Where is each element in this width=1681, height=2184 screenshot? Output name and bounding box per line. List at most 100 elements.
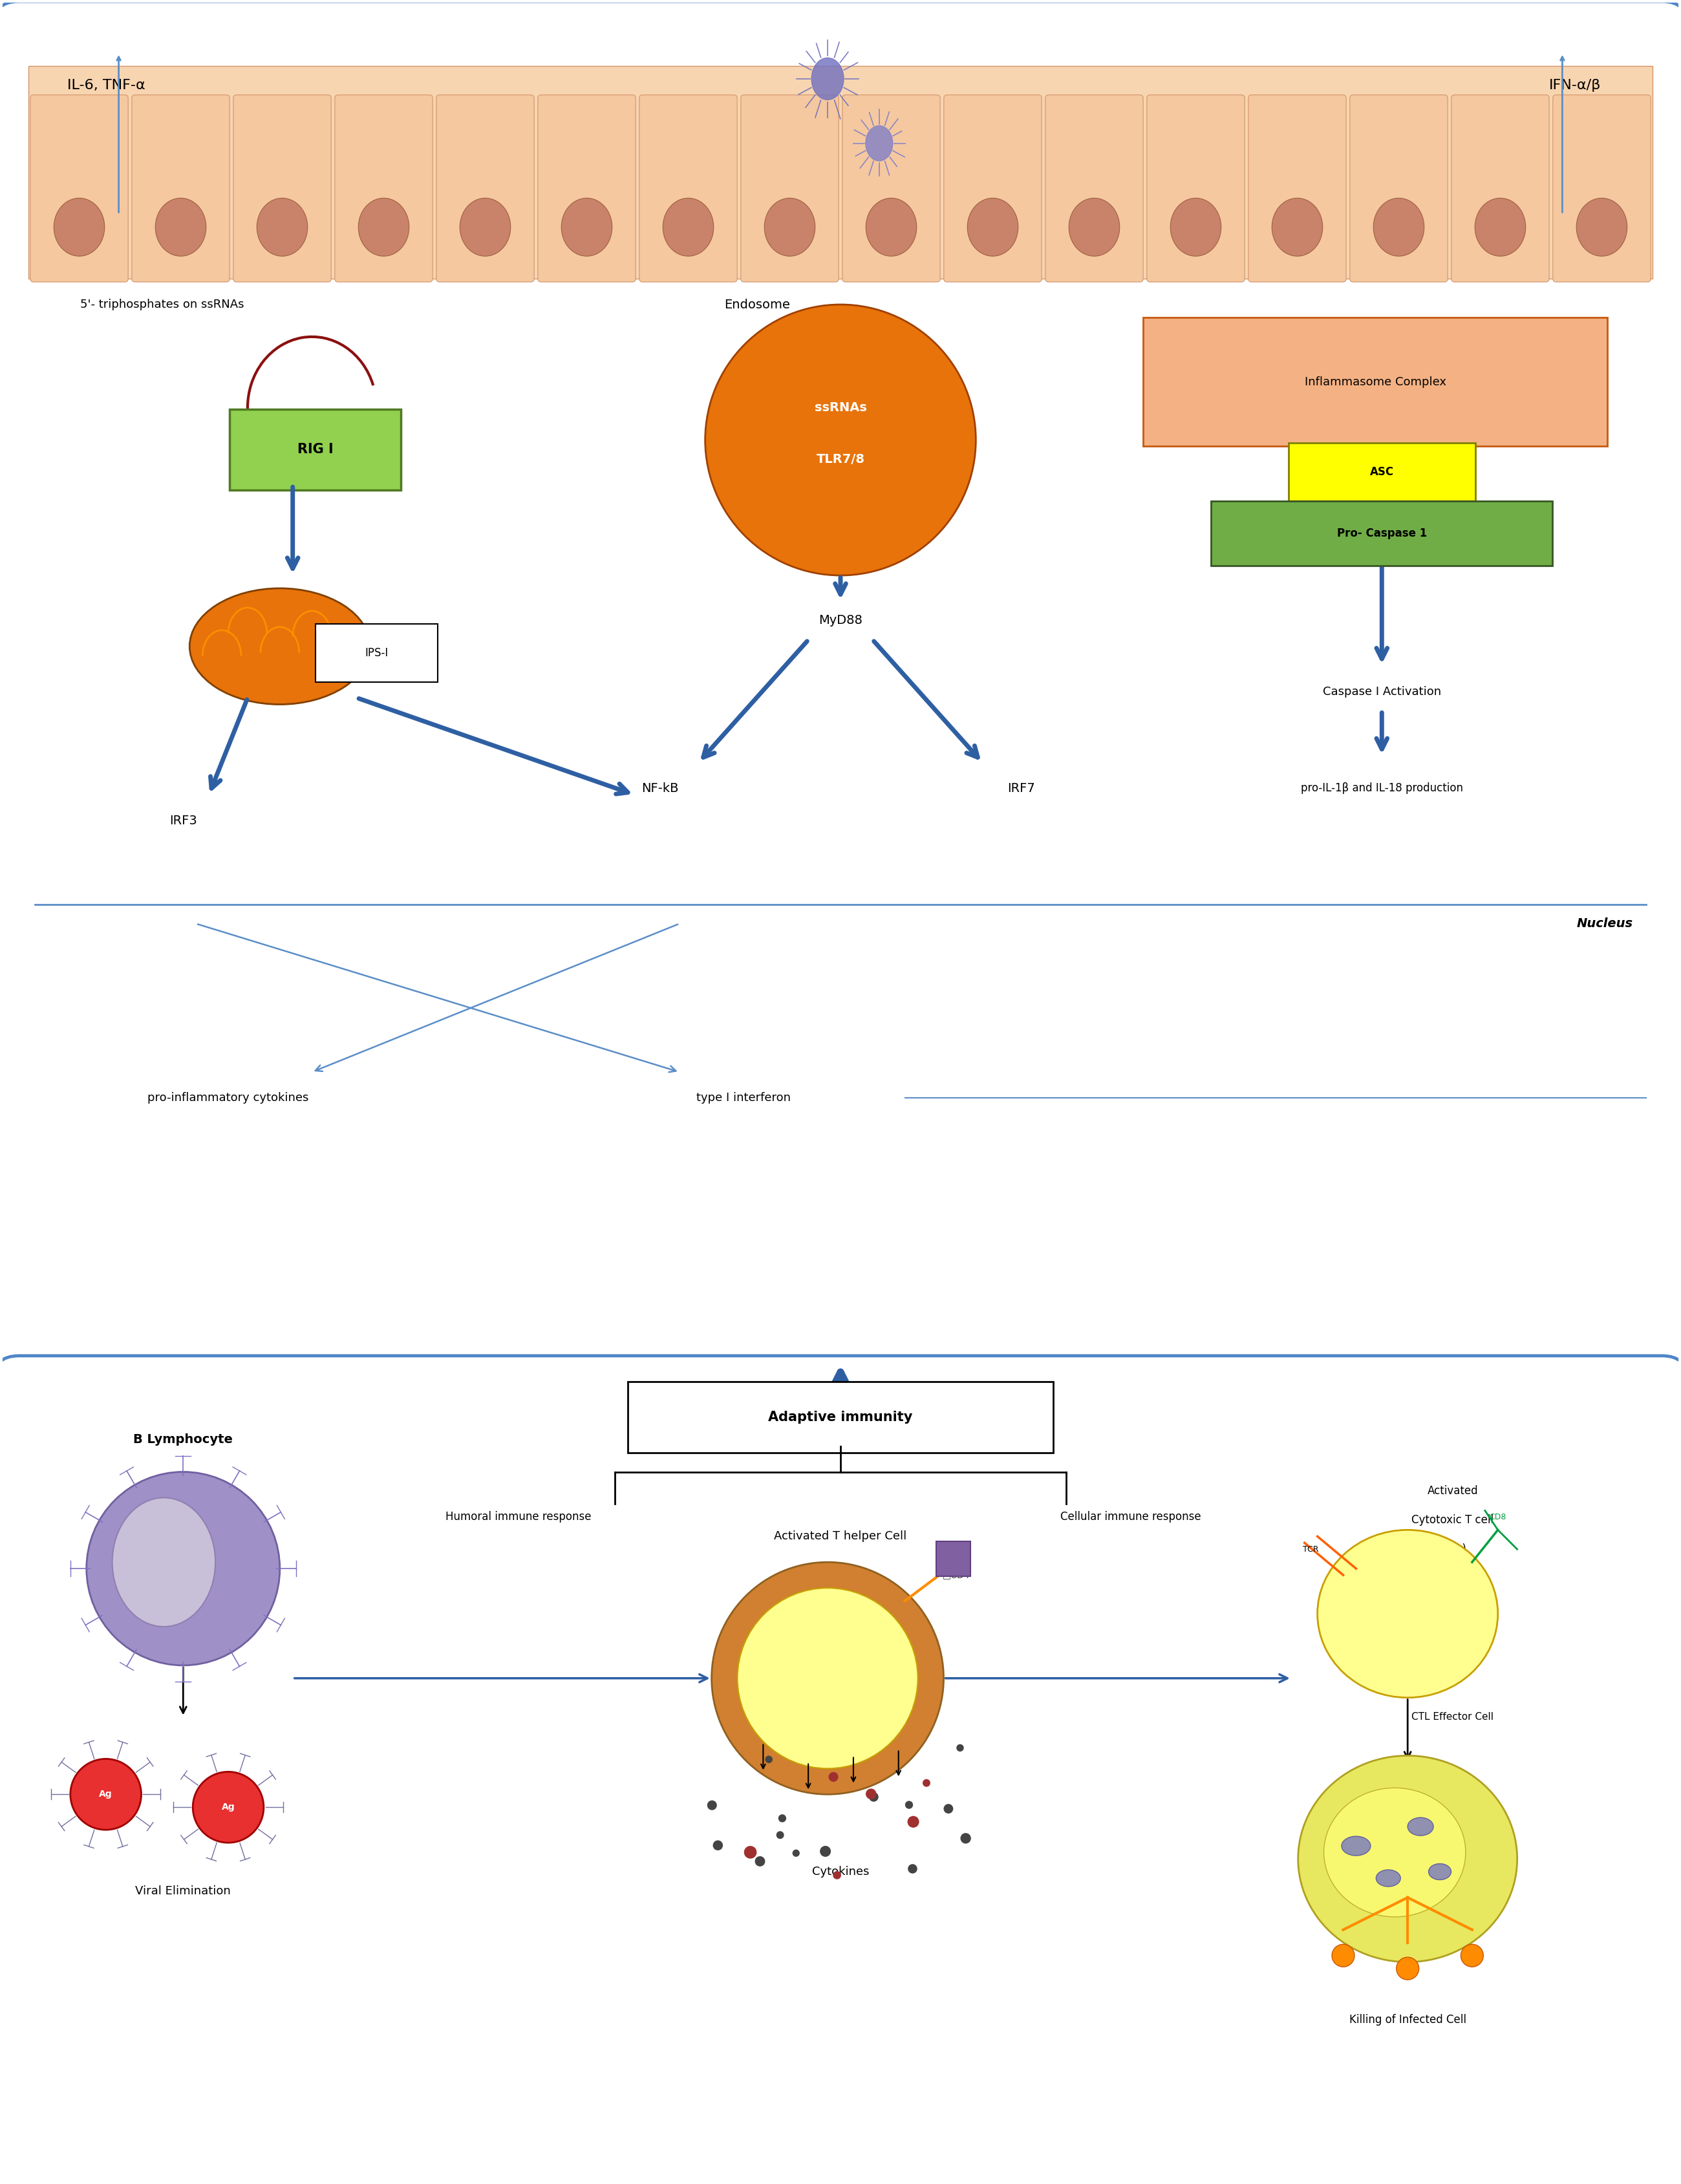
Ellipse shape: [71, 1758, 141, 1830]
Ellipse shape: [778, 1815, 787, 1821]
Ellipse shape: [923, 1780, 930, 1787]
Ellipse shape: [1577, 199, 1627, 256]
FancyBboxPatch shape: [316, 625, 437, 681]
Ellipse shape: [738, 1588, 918, 1769]
Text: □CD4: □CD4: [943, 1570, 970, 1579]
Text: Humoral immune response: Humoral immune response: [445, 1511, 592, 1522]
Ellipse shape: [866, 199, 916, 256]
Ellipse shape: [943, 1804, 953, 1813]
Ellipse shape: [777, 1830, 783, 1839]
Ellipse shape: [461, 199, 511, 256]
Text: pro-IL-1β and IL-18 production: pro-IL-1β and IL-18 production: [1301, 782, 1462, 795]
FancyBboxPatch shape: [1553, 94, 1651, 282]
Ellipse shape: [792, 1850, 800, 1856]
Text: TCR: TCR: [1303, 1544, 1320, 1553]
Ellipse shape: [193, 1771, 264, 1843]
Ellipse shape: [713, 1841, 723, 1850]
Ellipse shape: [832, 1872, 840, 1878]
Text: type I interferon: type I interferon: [696, 1092, 792, 1103]
Text: Cytokines: Cytokines: [812, 1865, 869, 1878]
Ellipse shape: [1377, 1870, 1400, 1887]
Ellipse shape: [1429, 1863, 1451, 1880]
Ellipse shape: [1461, 1944, 1483, 1968]
FancyBboxPatch shape: [1143, 317, 1607, 446]
FancyBboxPatch shape: [741, 94, 839, 282]
Ellipse shape: [1069, 199, 1120, 256]
Ellipse shape: [113, 1498, 215, 1627]
Ellipse shape: [1325, 1789, 1466, 1918]
Text: Activated: Activated: [1427, 1485, 1478, 1496]
Text: Cellular immune response: Cellular immune response: [1061, 1511, 1200, 1522]
Text: 5'- triphosphates on ssRNAs: 5'- triphosphates on ssRNAs: [81, 299, 244, 310]
Text: Cytotoxic T cell: Cytotoxic T cell: [1412, 1514, 1494, 1527]
Text: Ag: Ag: [99, 1791, 113, 1800]
Ellipse shape: [561, 199, 612, 256]
Text: B Lymphocyte: B Lymphocyte: [133, 1433, 234, 1446]
Ellipse shape: [967, 199, 1019, 256]
Text: RIG I: RIG I: [298, 443, 333, 456]
Text: IRF7: IRF7: [1007, 782, 1035, 795]
Text: NF-kB: NF-kB: [642, 782, 679, 795]
Text: IRF3: IRF3: [170, 815, 197, 826]
FancyBboxPatch shape: [639, 94, 738, 282]
FancyBboxPatch shape: [1288, 443, 1476, 502]
FancyBboxPatch shape: [0, 1356, 1681, 2184]
Ellipse shape: [1170, 199, 1220, 256]
Ellipse shape: [1298, 1756, 1518, 1961]
Text: CD8: CD8: [1489, 1514, 1506, 1522]
Text: CTL Effector Cell: CTL Effector Cell: [1412, 1712, 1494, 1721]
Ellipse shape: [708, 1800, 716, 1811]
Ellipse shape: [765, 1756, 773, 1762]
FancyBboxPatch shape: [1451, 94, 1550, 282]
Ellipse shape: [257, 199, 308, 256]
FancyBboxPatch shape: [230, 408, 402, 489]
FancyBboxPatch shape: [1249, 94, 1346, 282]
Text: Viral Elimination: Viral Elimination: [136, 1885, 230, 1898]
Text: pro-inflammatory cytokines: pro-inflammatory cytokines: [148, 1092, 309, 1103]
Text: IL-6, TNF-α: IL-6, TNF-α: [67, 79, 145, 92]
Text: Pro- Caspase 1: Pro- Caspase 1: [1336, 529, 1427, 539]
Ellipse shape: [745, 1845, 756, 1859]
FancyBboxPatch shape: [0, 2, 1681, 1446]
Text: ssRNAs: ssRNAs: [814, 402, 867, 413]
Ellipse shape: [908, 1865, 918, 1874]
Ellipse shape: [711, 1562, 943, 1795]
Ellipse shape: [1373, 199, 1424, 256]
Text: Killing of Infected Cell: Killing of Infected Cell: [1350, 2014, 1466, 2027]
FancyBboxPatch shape: [335, 94, 432, 282]
Text: IPS-I: IPS-I: [365, 646, 388, 660]
Ellipse shape: [908, 1815, 920, 1828]
Text: Inflammasome Complex: Inflammasome Complex: [1304, 376, 1446, 389]
Text: TLR7/8: TLR7/8: [817, 452, 864, 465]
Ellipse shape: [1273, 199, 1323, 256]
Ellipse shape: [1318, 1531, 1498, 1697]
FancyBboxPatch shape: [936, 1542, 970, 1577]
Text: Adaptive immunity: Adaptive immunity: [768, 1411, 913, 1424]
FancyBboxPatch shape: [538, 94, 635, 282]
Ellipse shape: [812, 57, 844, 100]
FancyBboxPatch shape: [234, 94, 331, 282]
Ellipse shape: [869, 1793, 879, 1802]
Ellipse shape: [86, 1472, 279, 1666]
Ellipse shape: [866, 127, 893, 162]
Ellipse shape: [1407, 1817, 1434, 1835]
Text: (CTL): (CTL): [1439, 1544, 1468, 1555]
Ellipse shape: [820, 1845, 830, 1856]
FancyBboxPatch shape: [1350, 94, 1447, 282]
Text: ASC: ASC: [1370, 467, 1394, 478]
FancyBboxPatch shape: [943, 94, 1042, 282]
Ellipse shape: [1341, 1837, 1370, 1856]
Text: Caspase I Activation: Caspase I Activation: [1323, 686, 1441, 697]
FancyBboxPatch shape: [30, 94, 128, 282]
FancyBboxPatch shape: [1046, 94, 1143, 282]
Ellipse shape: [54, 199, 104, 256]
FancyBboxPatch shape: [1210, 502, 1553, 566]
Text: Endosome: Endosome: [725, 299, 790, 310]
Ellipse shape: [1474, 199, 1526, 256]
Ellipse shape: [765, 199, 815, 256]
FancyBboxPatch shape: [29, 66, 1652, 280]
Text: Nucleus: Nucleus: [1577, 917, 1634, 930]
Text: IFN-α/β: IFN-α/β: [1548, 79, 1600, 92]
Ellipse shape: [704, 304, 977, 574]
Ellipse shape: [155, 199, 207, 256]
